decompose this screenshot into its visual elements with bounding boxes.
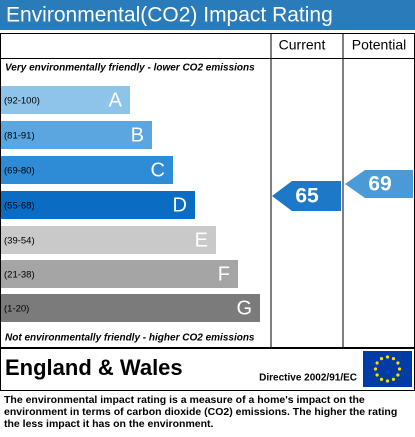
eu-star xyxy=(373,367,378,371)
eu-star xyxy=(375,373,379,377)
band-range: (39-54) xyxy=(4,236,35,247)
directive: Directive 2002/91/EC xyxy=(259,373,357,384)
current-header: Current xyxy=(279,37,326,53)
top-note: Very environmentally friendly - lower CO… xyxy=(5,63,255,74)
eu-star xyxy=(375,361,379,365)
eu-star xyxy=(396,361,400,365)
band-bar xyxy=(1,226,216,254)
current-arrow xyxy=(272,181,341,211)
band-letter: F xyxy=(218,263,230,285)
potential-value: 69 xyxy=(368,173,391,196)
band-range: (81-91) xyxy=(4,131,35,142)
band-range: (21-38) xyxy=(4,270,35,281)
current-value: 65 xyxy=(295,185,319,208)
band-letter: E xyxy=(195,229,208,251)
band-bar xyxy=(1,191,195,219)
eu-stars xyxy=(373,355,402,383)
eu-star xyxy=(391,357,396,361)
eu-star xyxy=(379,377,384,381)
band-bar xyxy=(1,86,130,114)
potential-arrow xyxy=(345,170,413,198)
band-bar xyxy=(1,156,173,184)
band-letter: A xyxy=(109,89,123,111)
bottom-note: Not environmentally friendly - higher CO… xyxy=(5,333,255,344)
band-letter: G xyxy=(236,297,252,319)
title: Environmental(CO2) Impact Rating xyxy=(6,4,333,27)
band-letter: B xyxy=(131,124,144,146)
band-letter: C xyxy=(151,159,165,181)
band-bar xyxy=(1,121,152,149)
eu-star xyxy=(385,355,390,359)
band-range: (69-80) xyxy=(4,166,35,177)
band-range: (92-100) xyxy=(4,96,40,107)
rating-chart: Environmental(CO2) Impact Rating Current… xyxy=(0,0,415,391)
band-range: (1-20) xyxy=(4,304,29,315)
band-letter: D xyxy=(173,194,187,216)
footer-text: The environmental impact rating is a mea… xyxy=(4,394,398,430)
potential-header: Potential xyxy=(352,37,406,53)
band-bar xyxy=(1,260,238,288)
eu-star xyxy=(396,373,400,377)
eu-star xyxy=(385,379,390,383)
title-bar xyxy=(0,0,415,30)
region: England & Wales xyxy=(5,355,183,380)
band-range: (55-68) xyxy=(4,201,35,212)
eu-star xyxy=(391,377,396,381)
eu-star xyxy=(397,367,402,371)
eu-star xyxy=(379,357,384,361)
band-bar xyxy=(1,294,260,322)
